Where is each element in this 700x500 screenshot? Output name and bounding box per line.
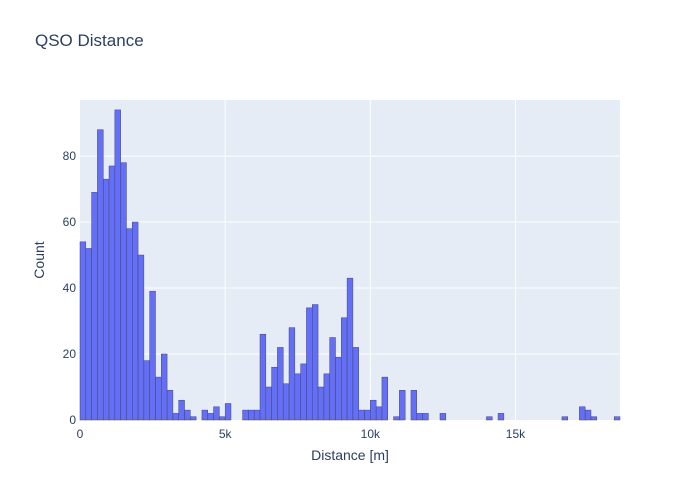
- histogram-bar: [358, 409, 365, 421]
- x-axis-title: Distance [m]: [311, 447, 389, 463]
- histogram-bar: [439, 413, 447, 421]
- x-tick-label: 10k: [361, 427, 381, 441]
- histogram-bar: [259, 333, 267, 421]
- histogram-bar: [166, 390, 174, 421]
- x-tick-label: 0: [77, 427, 84, 441]
- histogram-bar: [219, 416, 226, 421]
- histogram-bar: [317, 386, 325, 421]
- histogram-bar: [590, 416, 598, 421]
- histogram-bar: [137, 254, 145, 421]
- histogram-bar: [306, 307, 313, 421]
- histogram-bar: [370, 399, 377, 421]
- histogram-bar: [224, 403, 232, 421]
- chart-title: QSO Distance: [35, 31, 144, 50]
- histogram-bar: [422, 413, 429, 421]
- histogram-bar: [277, 347, 284, 421]
- histogram-bar: [190, 416, 197, 421]
- histogram-bar: [143, 360, 150, 421]
- histogram-bar: [242, 409, 249, 421]
- x-tick-label: 15k: [506, 427, 526, 441]
- histogram-bar: [97, 129, 104, 421]
- histogram-bar: [584, 409, 592, 421]
- histogram-bar: [184, 409, 191, 421]
- histogram-bar: [323, 373, 330, 421]
- histogram-bar: [79, 241, 87, 421]
- histogram-bar: [312, 304, 319, 421]
- histogram-bar: [410, 390, 418, 421]
- histogram-bar: [265, 386, 272, 421]
- histogram-bar: [114, 109, 121, 421]
- y-axis-title: Count: [31, 241, 47, 278]
- y-axis-ticks: 0 20 40 60 80: [63, 149, 77, 427]
- histogram-bar: [253, 409, 261, 421]
- x-axis-ticks: 0 5k 10k 15k: [77, 427, 526, 441]
- histogram-bar: [486, 416, 493, 421]
- histogram-bar: [375, 406, 383, 421]
- y-tick-label: 0: [69, 413, 76, 427]
- histogram-bar: [393, 416, 400, 421]
- histogram-bar: [213, 406, 220, 421]
- histogram-bar: [346, 277, 354, 421]
- histogram-bar: [91, 192, 98, 421]
- histogram-bar: [613, 416, 621, 421]
- histogram-bar: [108, 165, 116, 421]
- y-tick-label: 40: [63, 281, 77, 295]
- y-tick-label: 80: [63, 149, 77, 163]
- histogram-bar: [561, 416, 568, 421]
- y-tick-label: 60: [63, 215, 77, 229]
- histogram-bar: [341, 317, 348, 421]
- histogram-bar: [579, 406, 586, 421]
- histogram-bar: [497, 413, 505, 421]
- histogram-bar: [335, 357, 342, 421]
- histogram-bar: [149, 291, 156, 421]
- histogram-bar: [161, 353, 168, 421]
- histogram-bar: [329, 337, 336, 421]
- histogram-bar: [126, 228, 133, 421]
- y-tick-label: 20: [63, 347, 77, 361]
- histogram-bar: [364, 409, 371, 421]
- x-tick-label: 5k: [219, 427, 233, 441]
- histogram-bar: [282, 383, 290, 421]
- bars: [79, 109, 621, 421]
- histogram-bar: [102, 178, 110, 421]
- histogram-bar: [120, 162, 127, 421]
- histogram-bar: [416, 413, 423, 421]
- histogram-bar: [132, 221, 139, 421]
- histogram-bar: [288, 327, 296, 421]
- histogram-bar: [178, 399, 185, 421]
- histogram-bar: [300, 363, 307, 421]
- histogram-bar: [399, 390, 406, 421]
- histogram-bar: [294, 373, 301, 421]
- histogram-bar: [271, 366, 278, 421]
- histogram-bar: [155, 376, 162, 421]
- histogram-bar: [207, 413, 214, 421]
- histogram-bar: [248, 409, 255, 421]
- histogram-bar: [85, 248, 92, 421]
- histogram-bar: [172, 413, 179, 421]
- histogram-bar: [201, 409, 208, 421]
- histogram-bar: [381, 376, 388, 421]
- histogram-bar: [352, 347, 359, 421]
